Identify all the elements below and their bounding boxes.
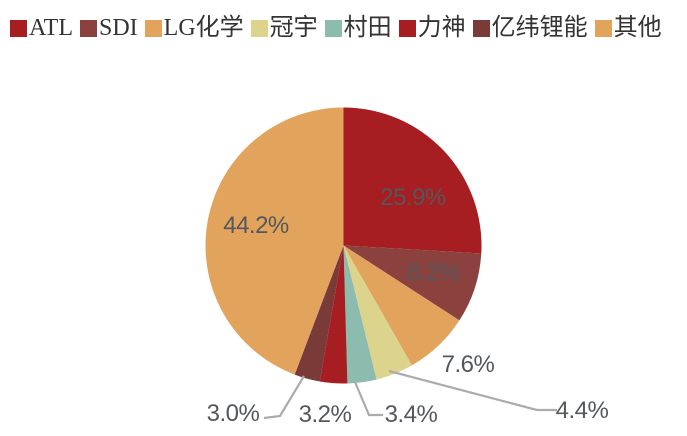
legend-swatch-lishen: [398, 19, 416, 37]
legend-item-lishen[interactable]: 力神: [398, 15, 466, 41]
legend-label-others: 其他: [613, 15, 662, 41]
legend-swatch-lg-chem: [144, 19, 162, 37]
label-leader-line-murata: [353, 381, 383, 417]
pie-slice-others[interactable]: [205, 107, 344, 375]
legend-item-others[interactable]: 其他: [594, 15, 662, 41]
legend-label-murata: 村田: [343, 15, 392, 41]
legend-swatch-eve: [472, 19, 490, 37]
legend-item-sdi[interactable]: SDI: [80, 15, 138, 41]
legend-label-lg-chem: LG化学: [163, 15, 244, 41]
legend-label-atl: ATL: [29, 15, 73, 41]
pie-slice-murata[interactable]: [343, 245, 377, 384]
legend-swatch-sdi: [80, 19, 97, 37]
pie-slice-sdi[interactable]: [343, 245, 482, 321]
legend-swatch-guanyu: [250, 19, 268, 37]
pie-slice-guanyu[interactable]: [343, 245, 412, 380]
legend-item-eve[interactable]: 亿纬锂能: [472, 15, 588, 41]
pie-slice-lg-chem[interactable]: [343, 245, 460, 366]
pie-slice-eve[interactable]: [294, 245, 344, 382]
legend-swatch-murata: [324, 19, 342, 37]
legend-label-guanyu: 冠宇: [269, 15, 318, 41]
legend-swatch-atl: [10, 19, 27, 37]
label-leader-line-eve: [263, 375, 305, 420]
legend-label-lishen: 力神: [417, 15, 466, 41]
legend-label-sdi: SDI: [99, 15, 138, 41]
legend-item-lg-chem[interactable]: LG化学: [144, 15, 244, 41]
legend-item-guanyu[interactable]: 冠宇: [250, 15, 318, 41]
legend-item-atl[interactable]: ATL: [10, 15, 73, 41]
pie-slice-atl[interactable]: [343, 107, 482, 254]
label-leader-line-guanyu: [388, 369, 557, 412]
chart-legend: ATL SDI LG化学 冠宇 村田 力神 亿纬锂能 其他: [10, 15, 687, 41]
legend-label-eve: 亿纬锂能: [491, 15, 588, 41]
legend-swatch-others: [594, 19, 612, 37]
pie-slice-lishen[interactable]: [319, 245, 348, 384]
legend-item-murata[interactable]: 村田: [324, 15, 392, 41]
